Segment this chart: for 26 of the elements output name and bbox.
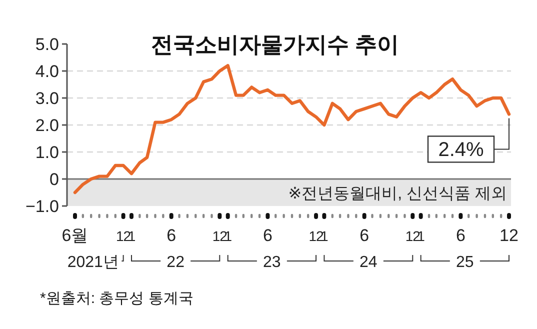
x-tick-label: 12 [308, 228, 324, 244]
x-tick-label: 12 [212, 228, 228, 244]
y-tick-label: 4.0 [35, 62, 59, 81]
text: 25 [456, 254, 474, 271]
text: 23 [263, 254, 281, 271]
text: 22 [166, 254, 185, 271]
x-tick-label: 6 [262, 226, 272, 245]
x-tick-label: 6 [360, 226, 370, 245]
chart-title: 전국소비자물가지수 추이 [150, 32, 400, 57]
x-tick-label: 12 [500, 226, 518, 245]
y-tick-label: 2.0 [35, 116, 59, 135]
y-tick-label: 1.0 [35, 143, 59, 162]
x-tick-label: 6월 [62, 226, 88, 245]
y-tick-label: −1.0 [25, 197, 59, 216]
text: *원출처: 총무성 통계국 [40, 290, 194, 307]
y-tick-label: 5.0 [35, 35, 59, 54]
annotation: 2.4% [438, 139, 484, 162]
x-tick-label: 6 [166, 226, 176, 245]
band-label: ※전년동월대비, 신선식품 제외 [288, 186, 507, 202]
x-tick-label: 6 [456, 226, 466, 245]
x-tick-label: 12 [405, 228, 421, 244]
text: 24 [360, 254, 378, 271]
y-tick-label: 0 [50, 170, 59, 189]
x-tick-label: 12 [116, 228, 132, 244]
text: 2021년 [67, 254, 119, 271]
y-tick-label: 3.0 [35, 89, 59, 108]
